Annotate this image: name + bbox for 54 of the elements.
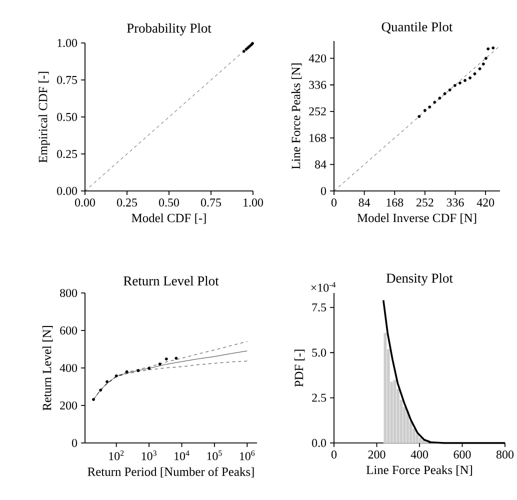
- y-tick-label: 0: [72, 438, 78, 448]
- y-tick-label: 420: [308, 54, 326, 62]
- chart-title: Probability Plot: [126, 23, 212, 36]
- y-axis-title: Return Level [N]: [42, 326, 53, 411]
- x-tick-label: 400: [410, 450, 428, 459]
- x-tick-label: 0.75: [201, 198, 222, 207]
- x-tick-label: 800: [496, 450, 514, 459]
- x-tick-label: 0.25: [117, 198, 138, 207]
- x-axis-title: Return Period [Number of Peaks]: [88, 467, 254, 478]
- y-tick-label: 0.25: [57, 150, 78, 158]
- y-axis-title: Line Force Peaks [N]: [291, 63, 302, 170]
- x-tick-label: 336: [446, 198, 464, 207]
- x-tick-label: 0: [331, 450, 337, 459]
- y-tick-label: 1.00: [58, 38, 78, 48]
- y-tick-label: 84: [315, 160, 326, 168]
- x-tick-label: 1.00: [244, 198, 264, 207]
- y-tick-label: 0.75: [57, 76, 78, 84]
- x-tick-label: 0.50: [159, 198, 180, 207]
- x-tick-label: 600: [454, 450, 471, 459]
- chart-title: Quantile Plot: [382, 22, 453, 34]
- x-tick-label: 10$^{6}$: [240, 450, 255, 460]
- x-tick-label: 420: [476, 198, 494, 207]
- x-tick-label: 10$^{5}$: [207, 450, 222, 460]
- x-axis-title: Model CDF [-]: [132, 213, 206, 224]
- y-axis-title: PDF [-]: [294, 350, 305, 387]
- y-tick-label: 252: [309, 107, 326, 116]
- x-tick-label: 10$^{3}$: [142, 450, 156, 460]
- x-tick-label: 252: [416, 198, 434, 207]
- x-tick-label: 0.00: [75, 198, 96, 207]
- x-tick-label: 84: [358, 198, 370, 207]
- y-tick-label: 0.00: [57, 186, 78, 196]
- x-tick-label: 0: [331, 198, 337, 207]
- y-tick-label: 400: [60, 364, 78, 372]
- y-tick-label: 0: [320, 186, 326, 196]
- x-tick-label: 10$^{4}$: [174, 450, 190, 460]
- x-tick-label: 10$^{2}$: [109, 450, 124, 460]
- y-tick-label: 7.5: [312, 303, 326, 312]
- y-tick-label: 2.5: [312, 394, 326, 402]
- y-tick-label: 800: [60, 288, 78, 298]
- y-tick-label: 600: [60, 326, 78, 335]
- y-tick-label: 0.0: [312, 438, 326, 448]
- y-tick-label: 200: [60, 401, 78, 410]
- text: ×10$^{-4}$: [311, 282, 336, 292]
- x-tick-label: 200: [368, 450, 386, 459]
- y-tick-label: 168: [310, 134, 326, 142]
- x-tick-label: 168: [386, 198, 404, 207]
- y-tick-label: 5.0: [312, 348, 326, 357]
- chart-title: Density Plot: [386, 273, 453, 286]
- x-axis-title: Line Force Peaks [N]: [366, 465, 472, 476]
- x-axis-title: Model Inverse CDF [N]: [357, 213, 476, 224]
- y-axis-title: Empirical CDF [-]: [38, 72, 50, 163]
- chart-title: Return Level Plot: [124, 276, 219, 286]
- y-tick-label: 0.50: [57, 112, 78, 122]
- y-tick-label: 336: [309, 80, 326, 89]
